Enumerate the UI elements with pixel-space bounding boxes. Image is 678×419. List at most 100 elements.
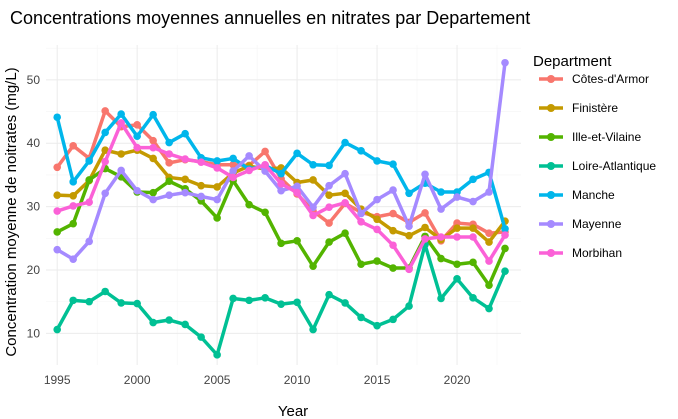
data-point-loire-atlantique bbox=[341, 299, 349, 307]
data-point-morbihan bbox=[53, 207, 61, 215]
data-point-mayenne bbox=[165, 191, 173, 199]
data-point-finist-re bbox=[149, 154, 157, 163]
data-point-loire-atlantique bbox=[485, 304, 493, 313]
x-tick-label: 2005 bbox=[204, 373, 231, 387]
series-loire-atlantique bbox=[53, 240, 509, 359]
data-point-loire-atlantique bbox=[197, 333, 205, 341]
data-point-finist-re bbox=[53, 191, 61, 199]
data-point-morbihan bbox=[405, 265, 413, 274]
legend-label: Mayenne bbox=[572, 217, 622, 231]
data-point-loire-atlantique bbox=[101, 287, 109, 296]
legend-label: Finistère bbox=[572, 101, 618, 115]
data-point-manche bbox=[357, 147, 365, 155]
data-point-morbihan bbox=[357, 217, 365, 226]
data-point-mayenne bbox=[245, 152, 253, 160]
data-point-manche bbox=[165, 138, 173, 147]
data-point-loire-atlantique bbox=[165, 316, 173, 324]
data-point-finist-re bbox=[421, 223, 429, 232]
legend-title: Department bbox=[533, 53, 612, 70]
data-point-morbihan bbox=[85, 198, 93, 206]
data-point-mayenne bbox=[389, 186, 397, 194]
x-tick-label: 2015 bbox=[364, 373, 391, 387]
data-point-mayenne bbox=[341, 169, 349, 178]
data-point-manche bbox=[277, 169, 285, 178]
data-point-manche bbox=[373, 157, 381, 165]
legend-label: Manche bbox=[572, 188, 615, 202]
data-point-loire-atlantique bbox=[277, 300, 285, 308]
data-point-c-tes-d-armor bbox=[101, 107, 109, 115]
data-point-ille-et-vilaine bbox=[213, 214, 221, 222]
x-tick-label: 2020 bbox=[444, 373, 471, 387]
data-point-loire-atlantique bbox=[501, 267, 509, 276]
legend-item-manche: Manche bbox=[539, 188, 615, 202]
series-line-mayenne bbox=[56, 62, 507, 261]
data-point-morbihan bbox=[485, 257, 493, 265]
data-point-mayenne bbox=[101, 189, 109, 198]
data-point-manche bbox=[469, 175, 477, 184]
y-tick-label: 10 bbox=[27, 326, 41, 340]
data-point-loire-atlantique bbox=[405, 302, 413, 310]
data-point-ille-et-vilaine bbox=[277, 239, 285, 248]
data-point-mayenne bbox=[229, 167, 237, 175]
data-point-manche bbox=[325, 161, 333, 170]
data-point-finist-re bbox=[341, 189, 349, 198]
legend-label: Côtes-d'Armor bbox=[572, 72, 649, 86]
data-point-finist-re bbox=[469, 224, 477, 232]
data-point-mayenne bbox=[485, 188, 493, 196]
data-point-morbihan bbox=[117, 119, 125, 127]
data-point-loire-atlantique bbox=[357, 313, 365, 322]
chart-title: Concentrations moyennes annuelles en nit… bbox=[10, 8, 530, 28]
data-point-manche bbox=[69, 178, 77, 186]
data-point-c-tes-d-armor bbox=[261, 147, 269, 156]
data-point-manche bbox=[229, 154, 237, 163]
legend-item-ille-et-vilaine: Ille-et-Vilaine bbox=[539, 130, 641, 144]
legend-item-finist-re: Finistère bbox=[539, 101, 618, 115]
data-point-manche bbox=[309, 160, 317, 169]
data-point-manche bbox=[389, 160, 397, 168]
series-layer bbox=[53, 58, 509, 359]
data-point-c-tes-d-armor bbox=[325, 219, 333, 227]
data-point-morbihan bbox=[133, 143, 141, 152]
data-point-manche bbox=[501, 224, 509, 233]
data-point-mayenne bbox=[181, 188, 189, 197]
legend: Côtes-d'Armor Finistère Ille-et-Vilaine Loi… bbox=[539, 72, 656, 260]
series-line-morbihan bbox=[56, 121, 507, 272]
legend-marker bbox=[547, 162, 555, 170]
data-point-loire-atlantique bbox=[69, 296, 77, 305]
data-point-loire-atlantique bbox=[213, 351, 221, 359]
data-point-finist-re bbox=[485, 238, 493, 246]
grid bbox=[46, 45, 521, 365]
data-point-ille-et-vilaine bbox=[245, 200, 253, 209]
data-point-ille-et-vilaine bbox=[485, 281, 493, 289]
data-point-ille-et-vilaine bbox=[325, 238, 333, 246]
x-tick-label: 1995 bbox=[44, 373, 71, 387]
data-point-mayenne bbox=[69, 255, 77, 263]
legend-item-mayenne: Mayenne bbox=[539, 217, 622, 231]
data-point-manche bbox=[133, 132, 141, 141]
y-tick-label: 30 bbox=[27, 200, 41, 214]
data-point-morbihan bbox=[277, 179, 285, 188]
data-point-ille-et-vilaine bbox=[437, 254, 445, 263]
data-point-ille-et-vilaine bbox=[357, 260, 365, 269]
data-point-morbihan bbox=[101, 157, 109, 166]
x-axis-ticks: 1995 2000 2005 2010 2015 2020 bbox=[44, 373, 471, 387]
data-point-morbihan bbox=[389, 241, 397, 250]
data-point-morbihan bbox=[213, 164, 221, 172]
data-point-ille-et-vilaine bbox=[453, 260, 461, 269]
data-point-loire-atlantique bbox=[373, 321, 381, 330]
data-point-mayenne bbox=[325, 181, 333, 190]
data-point-morbihan bbox=[309, 211, 317, 220]
legend-marker bbox=[547, 220, 555, 228]
data-point-morbihan bbox=[341, 198, 349, 207]
data-point-loire-atlantique bbox=[229, 294, 237, 303]
data-point-manche bbox=[213, 157, 221, 165]
data-point-loire-atlantique bbox=[181, 320, 189, 329]
data-point-c-tes-d-armor bbox=[421, 209, 429, 217]
legend-label: Loire-Atlantique bbox=[572, 159, 656, 173]
data-point-mayenne bbox=[309, 203, 317, 212]
data-point-finist-re bbox=[389, 226, 397, 235]
legend-marker bbox=[547, 104, 555, 112]
data-point-morbihan bbox=[469, 233, 477, 241]
legend-marker bbox=[547, 75, 555, 83]
